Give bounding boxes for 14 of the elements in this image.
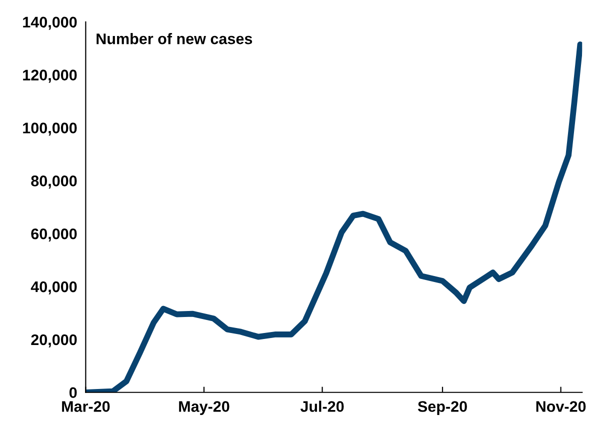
x-tick-label: Jul-20 xyxy=(300,400,344,412)
y-tick-label: 80,000 xyxy=(31,176,77,189)
y-tick-label: 100,000 xyxy=(23,122,77,136)
y-tick-label: 60,000 xyxy=(31,228,77,242)
y-tick-label: 140,000 xyxy=(23,16,77,30)
x-tick-label: Nov-20 xyxy=(536,401,586,412)
x-tick-label: May-20 xyxy=(179,401,230,415)
y-tick-label: 40,000 xyxy=(30,281,77,294)
x-tick-label: Sep-20 xyxy=(418,401,467,415)
y-tick-label: 20,000 xyxy=(31,334,77,348)
y-tick-label: 0 xyxy=(69,387,77,398)
text: Number of new cases xyxy=(96,33,252,44)
y-tick-label: 120,000 xyxy=(23,70,77,83)
x-tick-label: Mar-20 xyxy=(62,401,110,412)
